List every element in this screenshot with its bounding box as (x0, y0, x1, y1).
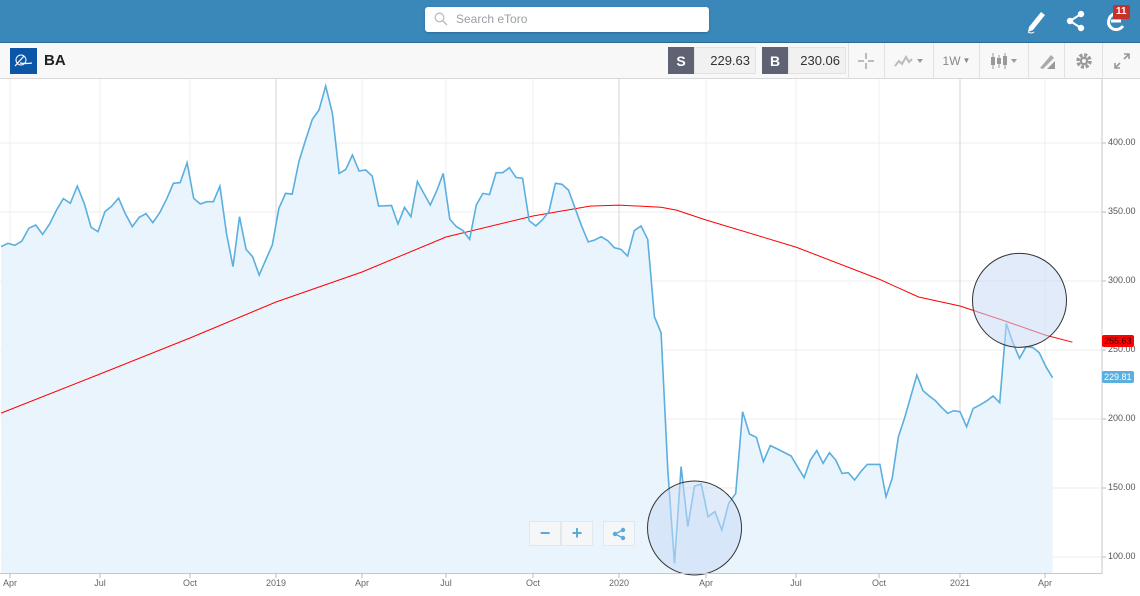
x-tick-label: Apr (3, 578, 17, 588)
chart-toolbar: BA S 229.63 B 230.06 1W ▼ (0, 43, 1140, 79)
x-axis-ticks: Apr Jul Oct 2019 Apr Jul Oct 2020 Apr Jul Oct 2021 A… (3, 573, 1052, 588)
last-price-tag: 229.81 (1102, 370, 1134, 383)
x-tick-label: Oct (526, 578, 541, 588)
x-tick-label: 2021 (950, 578, 970, 588)
crosshair-icon (858, 52, 874, 69)
sell-button[interactable]: S (668, 47, 694, 74)
y-tick-label: 200.00 (1108, 413, 1136, 423)
notification-badge[interactable]: 11 (1113, 5, 1130, 19)
search-placeholder: Search eToro (456, 12, 528, 26)
x-tick-label: Oct (183, 578, 198, 588)
zoom-in-button[interactable]: + (561, 521, 593, 546)
x-tick-label: Apr (1038, 578, 1052, 588)
buy-button[interactable]: B (762, 47, 788, 74)
y-tick-label: 250.00 (1108, 344, 1136, 354)
price-area-fill (1, 86, 1053, 573)
fullscreen-button[interactable] (1102, 43, 1140, 78)
candlestick-button[interactable] (979, 43, 1028, 78)
chart-type-button[interactable] (884, 43, 933, 78)
drawing-tool-icon (1039, 54, 1055, 69)
expand-icon (1114, 52, 1130, 69)
circle-annotation[interactable] (647, 480, 743, 576)
x-tick-label: 2020 (609, 578, 629, 588)
top-navigation-bar: Search eToro (0, 0, 1140, 43)
share-icon[interactable] (1062, 7, 1090, 35)
instrument-symbol: BA (44, 52, 66, 69)
moving-average-line (0, 204, 1073, 414)
timeframe-value: 1W (942, 53, 961, 68)
circle-annotation[interactable] (972, 252, 1067, 348)
price-line (0, 82, 1054, 564)
settings-button[interactable] (1064, 43, 1102, 78)
y-tick-label: 400.00 (1108, 137, 1136, 147)
buy-price[interactable]: 230.06 (788, 47, 846, 74)
search-input[interactable]: Search eToro (425, 7, 709, 32)
y-tick-label: 150.00 (1108, 482, 1136, 492)
chevron-down-icon: ▼ (962, 56, 971, 65)
search-icon (434, 12, 448, 26)
x-tick-label: Jul (440, 578, 452, 588)
pencil-icon[interactable] (1022, 7, 1050, 35)
drawing-tools-button[interactable] (1028, 43, 1064, 78)
x-tick-label: Jul (94, 578, 106, 588)
timeframe-dropdown[interactable]: 1W ▼ (933, 43, 979, 78)
y-tick-label: 300.00 (1108, 275, 1136, 285)
candlestick-icon (991, 52, 1017, 69)
sell-price[interactable]: 229.63 (694, 47, 756, 74)
share-chart-button[interactable] (603, 521, 635, 546)
x-tick-label: Apr (355, 578, 369, 588)
boeing-logo (10, 48, 37, 74)
zoom-out-button[interactable]: − (529, 521, 561, 546)
share-icon (612, 527, 626, 540)
y-tick-label: 100.00 (1108, 551, 1136, 561)
zoom-controls: − + (529, 521, 593, 546)
chart-type-icon (894, 54, 923, 67)
y-tick-label: 350.00 (1108, 206, 1136, 216)
x-tick-label: Apr (699, 578, 713, 588)
moving-average-value-tag: 255.63 (1102, 335, 1134, 348)
crosshair-button[interactable] (848, 43, 883, 78)
x-tick-label: 2019 (266, 578, 286, 588)
x-tick-label: Oct (872, 578, 887, 588)
x-tick-label: Jul (790, 578, 802, 588)
gear-icon (1075, 52, 1092, 69)
annotation-layer[interactable] (647, 252, 1067, 576)
